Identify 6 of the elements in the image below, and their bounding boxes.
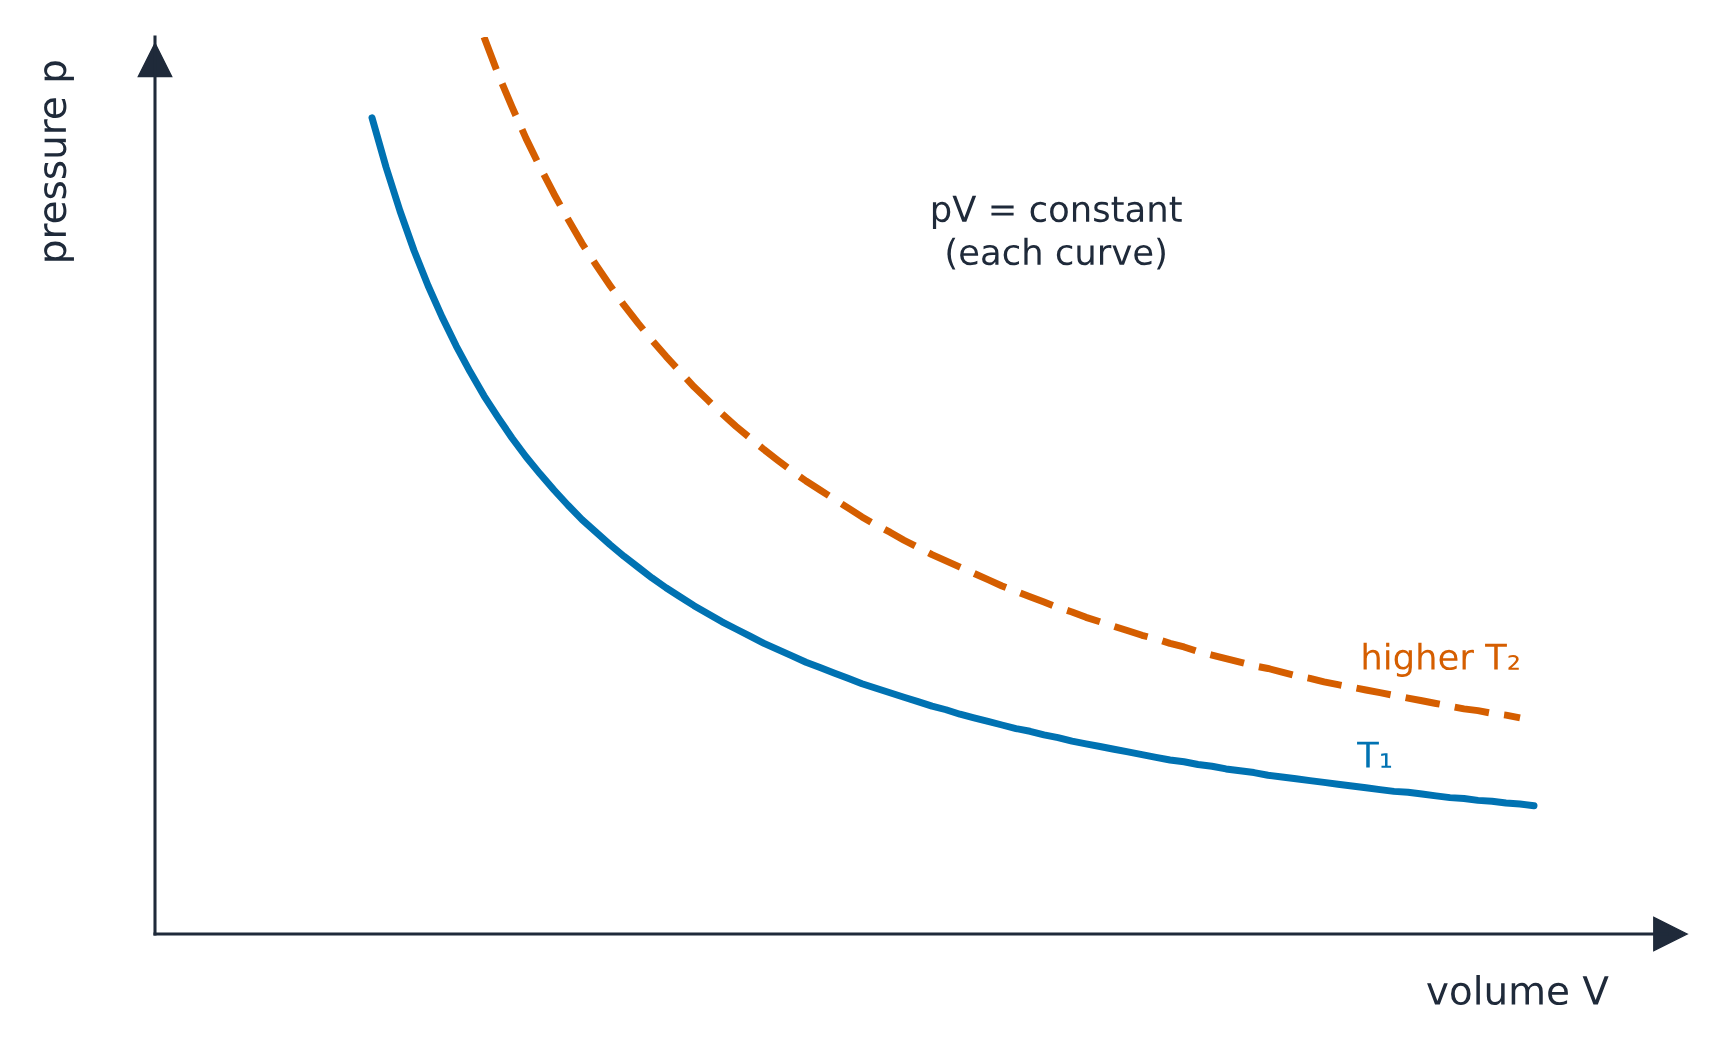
annotation: pV = constant (932, 195, 1182, 230)
series-label: T₁ (1357, 741, 1392, 768)
y-axis-title: pressure p (44, 61, 74, 261)
series-label: higher T₂ (1363, 642, 1519, 677)
annotation: (each curve) (947, 237, 1165, 270)
x-axis-title: volume V (1427, 974, 1609, 1006)
